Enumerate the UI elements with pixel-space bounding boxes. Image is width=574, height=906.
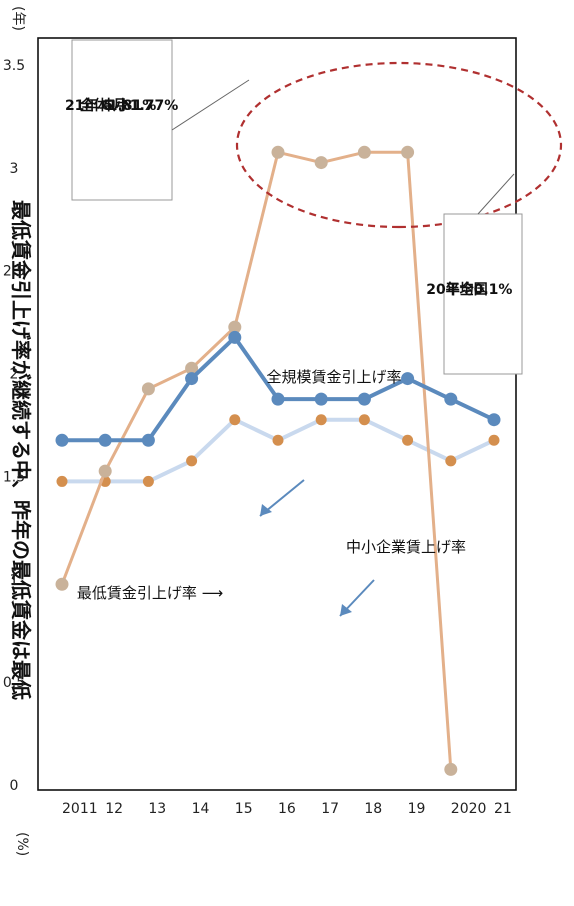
x-tick-label: 2011 — [62, 801, 98, 817]
data-point-all-size — [487, 413, 501, 427]
callout-2020-line2: 平均0.1% — [446, 281, 513, 298]
data-point-sme — [315, 414, 327, 426]
data-point-sme — [56, 475, 68, 487]
data-point-minwage — [401, 145, 415, 159]
data-point-sme — [142, 475, 154, 487]
x-tick-label: 16 — [278, 801, 296, 817]
data-point-sme — [488, 434, 500, 446]
callout-2020-line1: 20年全国 — [426, 281, 487, 298]
x-tick-label: 2020 — [451, 801, 487, 817]
data-point-minwage — [444, 762, 458, 776]
data-point-all-size — [185, 372, 199, 386]
arrow-sme — [339, 579, 375, 617]
highlight-ellipse — [235, 61, 563, 229]
data-point-sme — [186, 455, 198, 467]
series-label-sme: 中小企業賃上げ率 — [346, 538, 466, 556]
y-tick-label: 0.5 — [3, 675, 25, 691]
callout-line-2020 — [477, 173, 515, 215]
callout-box-2020 — [443, 213, 523, 375]
callout-2021-line2: 全体1.81% — [79, 97, 157, 114]
data-point-all-size — [141, 433, 155, 447]
series-label-all: 全規模賃金引上げ率 — [266, 368, 401, 386]
data-point-all-size — [314, 392, 328, 406]
series-line-minwage — [60, 150, 453, 770]
data-point-all-size — [444, 392, 458, 406]
data-point-all-size — [55, 433, 69, 447]
x-tick-label: 18 — [364, 801, 382, 817]
series-line-all-size — [62, 335, 495, 443]
arrow-all — [259, 479, 305, 517]
y-tick-label: 3 — [10, 161, 19, 177]
data-point-sme — [229, 414, 241, 426]
callout-2021-line1: 21年 5月 — [65, 97, 127, 114]
callout-2021-line3: 中小1.77% — [102, 97, 179, 114]
x-tick-label: 15 — [235, 801, 253, 817]
x-tick-label: 13 — [148, 801, 166, 817]
x-tick-label: 12 — [105, 801, 123, 817]
data-point-minwage — [185, 361, 199, 375]
data-point-all-size — [228, 330, 242, 344]
data-point-minwage — [141, 382, 155, 396]
data-point-sme — [272, 434, 284, 446]
y-tick-label: 2.5 — [3, 264, 25, 280]
data-point-minwage — [314, 156, 328, 170]
series-label-minwage: 最低賃金引上げ率 ⟶ — [77, 584, 223, 602]
data-point-minwage — [357, 145, 371, 159]
data-point-sme — [402, 434, 414, 446]
callout-box-2021 — [71, 39, 173, 201]
data-point-all-size — [401, 372, 415, 386]
x-tick-label: 21 — [494, 801, 512, 817]
x-tick-label: 17 — [321, 801, 339, 817]
y-tick-label: 3.5 — [3, 58, 25, 74]
data-point-all-size — [271, 392, 285, 406]
data-point-sme — [358, 414, 370, 426]
x-axis-unit: (年) — [10, 6, 26, 31]
chart-title-cutoff: 最低賃金引上げ率が継続する中、昨年の最低賃金は最低 — [9, 200, 33, 700]
plot-area — [37, 37, 517, 791]
x-tick-label: 14 — [192, 801, 210, 817]
data-point-minwage — [228, 320, 242, 334]
y-tick-label: 1 — [10, 572, 19, 588]
data-point-sme — [445, 455, 457, 467]
callout-line-2021 — [171, 79, 250, 131]
data-point-all-size — [98, 433, 112, 447]
y-tick-label: 1.5 — [3, 469, 25, 485]
data-point-minwage — [55, 577, 69, 591]
y-tick-label: 0 — [10, 778, 19, 794]
y-tick-label: 2 — [10, 367, 19, 383]
data-point-all-size — [357, 392, 371, 406]
data-point-minwage — [271, 145, 285, 159]
y-axis-unit: (%) — [14, 832, 30, 856]
x-tick-label: 19 — [408, 801, 426, 817]
data-point-minwage — [98, 464, 112, 478]
